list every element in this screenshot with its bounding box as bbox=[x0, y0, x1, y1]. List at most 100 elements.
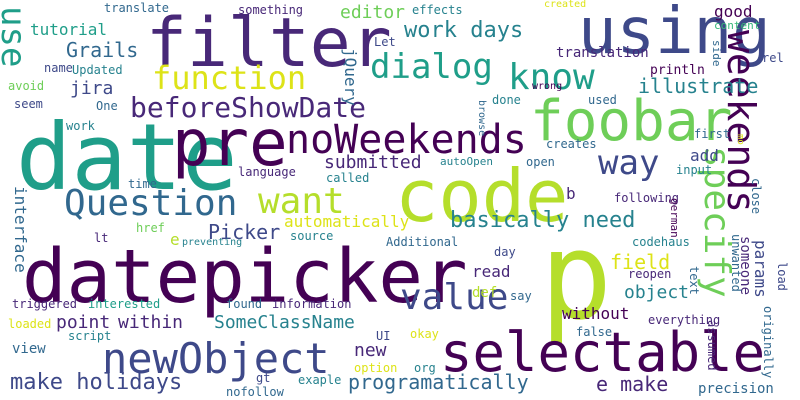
word-autoOpen: autoOpen bbox=[440, 155, 493, 168]
word-println: println bbox=[650, 63, 705, 78]
word-open: open bbox=[526, 155, 555, 169]
word-Let: Let bbox=[374, 35, 396, 49]
word-source: source bbox=[290, 229, 334, 243]
word-read: read bbox=[472, 262, 511, 281]
word-jQuery: jQuery bbox=[341, 48, 360, 106]
word-datepicker: datepicker bbox=[22, 234, 468, 320]
word-e: e bbox=[170, 230, 180, 249]
word-Picker: Picker bbox=[208, 220, 281, 244]
word-foobar: foobar bbox=[530, 89, 733, 154]
word-add: add bbox=[690, 146, 719, 165]
word-okay: okay bbox=[410, 327, 439, 341]
word-done: done bbox=[492, 93, 521, 107]
word-effects: effects bbox=[412, 3, 463, 17]
word-dialog: dialog bbox=[370, 47, 493, 87]
word-preventing: preventing bbox=[182, 237, 243, 248]
word-submitted: submitted bbox=[324, 152, 422, 173]
word-close: close bbox=[749, 178, 763, 215]
word-load: load bbox=[775, 262, 789, 291]
word-SomeClassName: SomeClassName bbox=[214, 312, 355, 333]
word-found: found bbox=[226, 297, 263, 311]
word-something: something bbox=[238, 3, 304, 17]
word-p: p bbox=[540, 208, 613, 347]
word-creates: creates bbox=[546, 137, 597, 151]
word-loaded: loaded bbox=[8, 317, 52, 331]
word-b: b bbox=[566, 184, 576, 203]
word-Question: Question bbox=[64, 183, 238, 224]
word-editor: editor bbox=[340, 2, 406, 23]
word-programatically: programatically bbox=[348, 370, 529, 394]
word-assumed: assumed bbox=[705, 320, 719, 371]
word-work: work bbox=[66, 119, 95, 133]
word-avoid: avoid bbox=[8, 79, 45, 93]
word-selectable: selectable bbox=[440, 321, 766, 384]
word-illustrate: illustrate bbox=[638, 74, 759, 98]
word-nofollow: nofollow bbox=[226, 385, 284, 399]
word-everything: everything bbox=[648, 313, 721, 327]
word-org: org bbox=[414, 361, 436, 375]
word-false: false bbox=[576, 325, 613, 339]
word-UI: UI bbox=[376, 329, 391, 343]
word-href: href bbox=[136, 221, 165, 235]
word-Additional: Additional bbox=[386, 235, 459, 249]
word-following: following bbox=[614, 191, 680, 205]
word-reopen: reopen bbox=[628, 267, 672, 281]
word-Updated: Updated bbox=[72, 63, 123, 77]
word-day: day bbox=[494, 245, 516, 259]
word-unwanted: unwanted bbox=[729, 234, 743, 292]
word-lt: lt bbox=[94, 231, 109, 245]
word-browse: browse bbox=[476, 100, 487, 137]
word-field: field bbox=[610, 250, 671, 274]
word-script: script bbox=[68, 329, 112, 343]
word-without: without bbox=[562, 304, 630, 323]
word-way: way bbox=[598, 143, 660, 183]
word-precision: precision bbox=[698, 381, 774, 397]
word-know: know bbox=[508, 57, 595, 98]
word-translation: translation bbox=[556, 45, 649, 61]
word-triggered: triggered bbox=[12, 297, 78, 311]
word-say: say bbox=[510, 289, 532, 303]
word-new: new bbox=[354, 340, 387, 361]
word-filter: filter bbox=[146, 4, 392, 83]
word-basically-need: basically need bbox=[450, 208, 636, 233]
word-newObject: newObject bbox=[102, 334, 330, 383]
word-make-holidays: make holidays bbox=[10, 370, 183, 395]
word-pre: pre bbox=[172, 107, 288, 181]
word-jira: jira bbox=[70, 78, 114, 99]
word-name: name bbox=[44, 61, 73, 75]
word-wrong: wrong bbox=[532, 81, 563, 92]
word-date: date bbox=[16, 104, 238, 211]
word-called: called bbox=[326, 171, 370, 185]
word-point: point bbox=[56, 312, 111, 333]
word-params: params bbox=[751, 240, 770, 298]
word-gt: gt bbox=[256, 371, 271, 385]
word-use: use bbox=[0, 6, 33, 68]
word-used: used bbox=[588, 93, 617, 107]
word-work-days: work days bbox=[404, 18, 524, 43]
word-first: first bbox=[694, 127, 731, 141]
word-object: object bbox=[624, 282, 690, 303]
word-text: text bbox=[687, 266, 701, 295]
word-interested: interested bbox=[88, 297, 161, 311]
word-noWeekends: noWeekends bbox=[286, 117, 527, 163]
word-value: value bbox=[400, 277, 509, 318]
word-exaple: exaple bbox=[298, 373, 342, 387]
word-codehaus: codehaus bbox=[632, 235, 690, 249]
word-One: One bbox=[96, 99, 118, 113]
word-mo: mo bbox=[735, 134, 745, 145]
word-code: code bbox=[395, 154, 569, 238]
word-def: def bbox=[472, 285, 498, 301]
word-side: side bbox=[710, 40, 723, 67]
word-german: german bbox=[668, 198, 681, 238]
word-translate: translate bbox=[104, 1, 170, 15]
word-option: option bbox=[354, 361, 398, 375]
word-interface: interface bbox=[11, 186, 30, 273]
word-within: within bbox=[118, 312, 184, 333]
word-language: language bbox=[238, 165, 296, 179]
word-rel: rel bbox=[762, 51, 784, 65]
word-information: information bbox=[272, 297, 352, 311]
word-beforeShowDate: beforeShowDate bbox=[130, 91, 367, 124]
word-good: good bbox=[714, 2, 753, 21]
word-created: created bbox=[544, 0, 587, 10]
